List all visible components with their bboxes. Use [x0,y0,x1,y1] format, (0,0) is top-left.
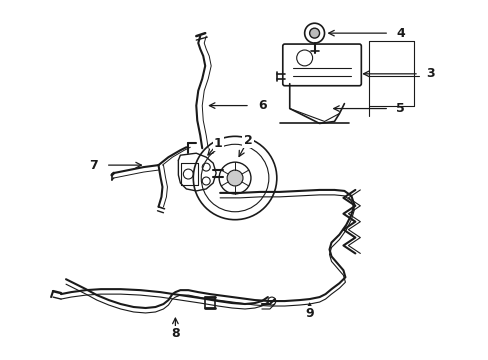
Text: 3: 3 [425,67,434,80]
Text: 1: 1 [213,137,222,150]
Text: 5: 5 [395,102,404,115]
Text: 2: 2 [243,134,252,147]
Text: 4: 4 [395,27,404,40]
Text: 8: 8 [171,327,179,340]
Text: 6: 6 [257,99,266,112]
Circle shape [309,28,319,38]
Text: 9: 9 [305,307,313,320]
Circle shape [226,170,243,186]
Text: 7: 7 [89,159,98,172]
